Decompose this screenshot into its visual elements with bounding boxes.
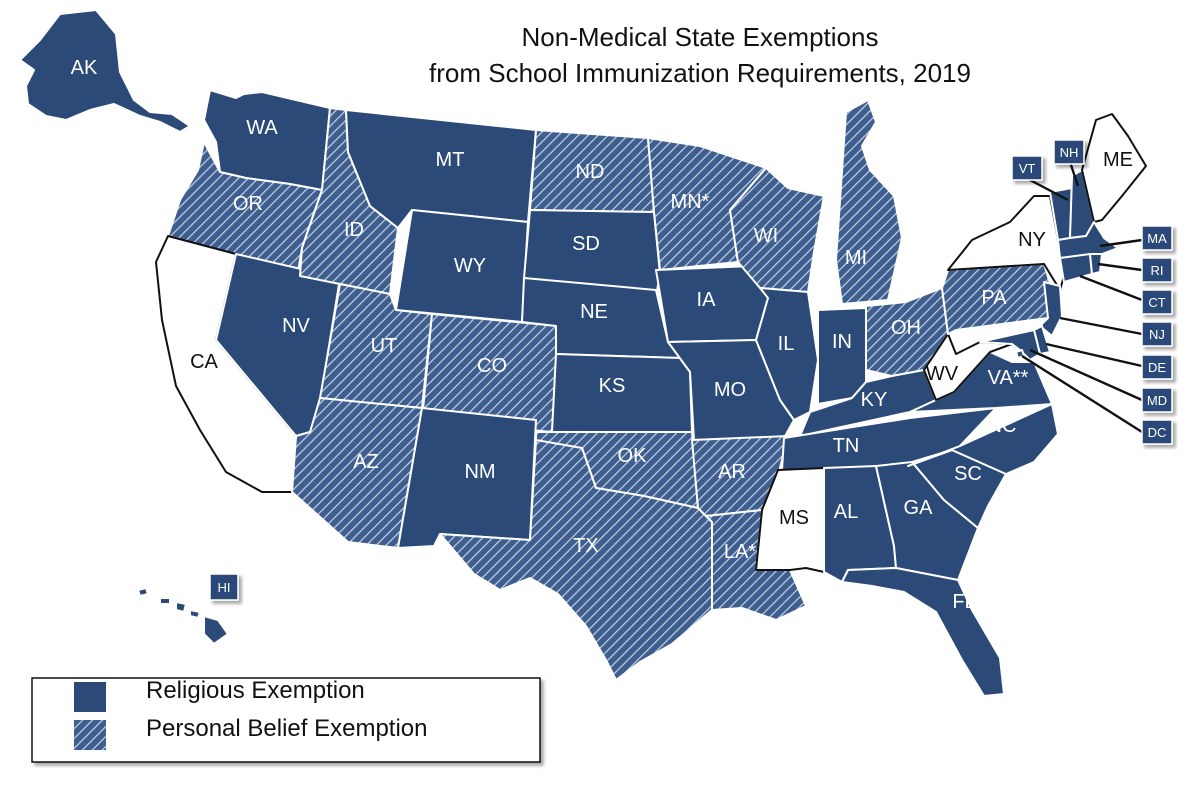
state-ak[interactable] [19, 9, 191, 133]
map-title-line-2: from School Immunization Requirements, 2… [429, 58, 971, 88]
callout-hi[interactable]: HI [209, 573, 239, 601]
state-label-ms: MS [779, 507, 809, 529]
callout-label-nh: NH [1060, 145, 1079, 160]
callout-label-nj: NJ [1149, 327, 1165, 342]
states-layer [19, 9, 1147, 697]
legend: Religious Exemption Personal Belief Exem… [31, 677, 541, 763]
state-label-wv: WV [926, 363, 959, 385]
state-label-ok: OK [618, 445, 648, 467]
callout-label-md: MD [1147, 393, 1167, 408]
state-label-mi: MI [845, 247, 867, 269]
state-fl[interactable] [841, 567, 1005, 697]
state-label-la: LA* [724, 541, 756, 563]
state-ri[interactable] [1089, 253, 1103, 275]
state-label-oh: OH [891, 317, 921, 339]
state-label-nc: NC [988, 415, 1017, 437]
callout-label-vt: VT [1019, 161, 1036, 176]
state-label-al: AL [834, 501, 858, 523]
state-nc[interactable] [907, 403, 1059, 475]
state-callouts: VT NH HI MA RI CT NJ DE [209, 139, 1173, 601]
callout-ri[interactable]: RI [1141, 257, 1173, 283]
state-label-tx: TX [573, 535, 599, 557]
state-label-sc: SC [954, 463, 982, 485]
state-label-wy: WY [454, 255, 486, 277]
callout-vt[interactable]: VT [1011, 155, 1043, 181]
legend-label-personal: Personal Belief Exemption [146, 715, 427, 742]
legend-swatch-religious [74, 682, 106, 712]
state-label-nm: NM [464, 461, 495, 483]
callout-de[interactable]: DE [1141, 354, 1173, 380]
callout-label-ct: CT [1148, 295, 1165, 310]
callout-md[interactable]: MD [1141, 387, 1173, 413]
state-label-ca: CA [190, 351, 218, 373]
callout-label-de: DE [1148, 360, 1166, 375]
state-label-az: AZ [353, 451, 379, 473]
state-label-ut: UT [371, 335, 398, 357]
state-nj[interactable] [1039, 281, 1063, 337]
state-label-ks: KS [599, 375, 626, 397]
state-label-ne: NE [580, 301, 608, 323]
state-label-ky: KY [861, 389, 888, 411]
state-me[interactable] [1081, 113, 1147, 223]
state-label-ak: AK [71, 57, 98, 79]
state-label-mo: MO [714, 379, 746, 401]
callout-ma[interactable]: MA [1141, 225, 1173, 251]
state-il[interactable] [755, 287, 819, 421]
callout-dc[interactable]: DC [1141, 419, 1173, 445]
callout-label-ma: MA [1147, 231, 1167, 246]
state-label-co: CO [477, 355, 507, 377]
legend-label-religious: Religious Exemption [146, 677, 365, 704]
state-mi[interactable] [835, 99, 903, 305]
callout-label-dc: DC [1148, 425, 1167, 440]
state-wi[interactable] [729, 167, 825, 293]
map-title-line-1: Non-Medical State Exemptions [522, 22, 879, 52]
state-label-ga: GA [904, 497, 934, 519]
state-label-pa: PA [981, 287, 1007, 309]
state-label-il: IL [778, 333, 795, 355]
state-label-or: OR [233, 193, 263, 215]
callout-label-hi: HI [218, 580, 231, 595]
state-label-wa: WA [246, 117, 278, 139]
state-label-nv: NV [282, 315, 310, 337]
legend-swatch-personal [74, 720, 106, 750]
state-label-id: ID [344, 219, 364, 241]
state-labels: AK WA OR CA NV ID MT WY UT CO AZ NM ND S… [71, 57, 1133, 613]
callout-leader-lines [1021, 161, 1143, 434]
state-label-mt: MT [436, 149, 465, 171]
state-tx[interactable] [439, 439, 713, 681]
state-label-fl: FL [952, 591, 975, 613]
state-label-va: VA** [988, 367, 1029, 389]
state-label-mn: MN* [671, 191, 710, 213]
legend-box [31, 677, 541, 763]
callout-ct[interactable]: CT [1141, 289, 1173, 315]
state-label-sd: SD [572, 233, 600, 255]
callout-nh[interactable]: NH [1053, 139, 1085, 165]
state-label-in: IN [832, 331, 852, 353]
state-label-ia: IA [697, 289, 717, 311]
state-label-ny: NY [1018, 229, 1046, 251]
state-hi[interactable] [137, 587, 229, 645]
state-label-tn: TN [833, 435, 860, 457]
state-label-nd: ND [576, 161, 605, 183]
state-label-ar: AR [718, 461, 746, 483]
callout-nj[interactable]: NJ [1141, 321, 1173, 347]
state-label-wi: WI [754, 225, 778, 247]
callout-label-ri: RI [1151, 263, 1164, 278]
state-label-me: ME [1103, 149, 1133, 171]
